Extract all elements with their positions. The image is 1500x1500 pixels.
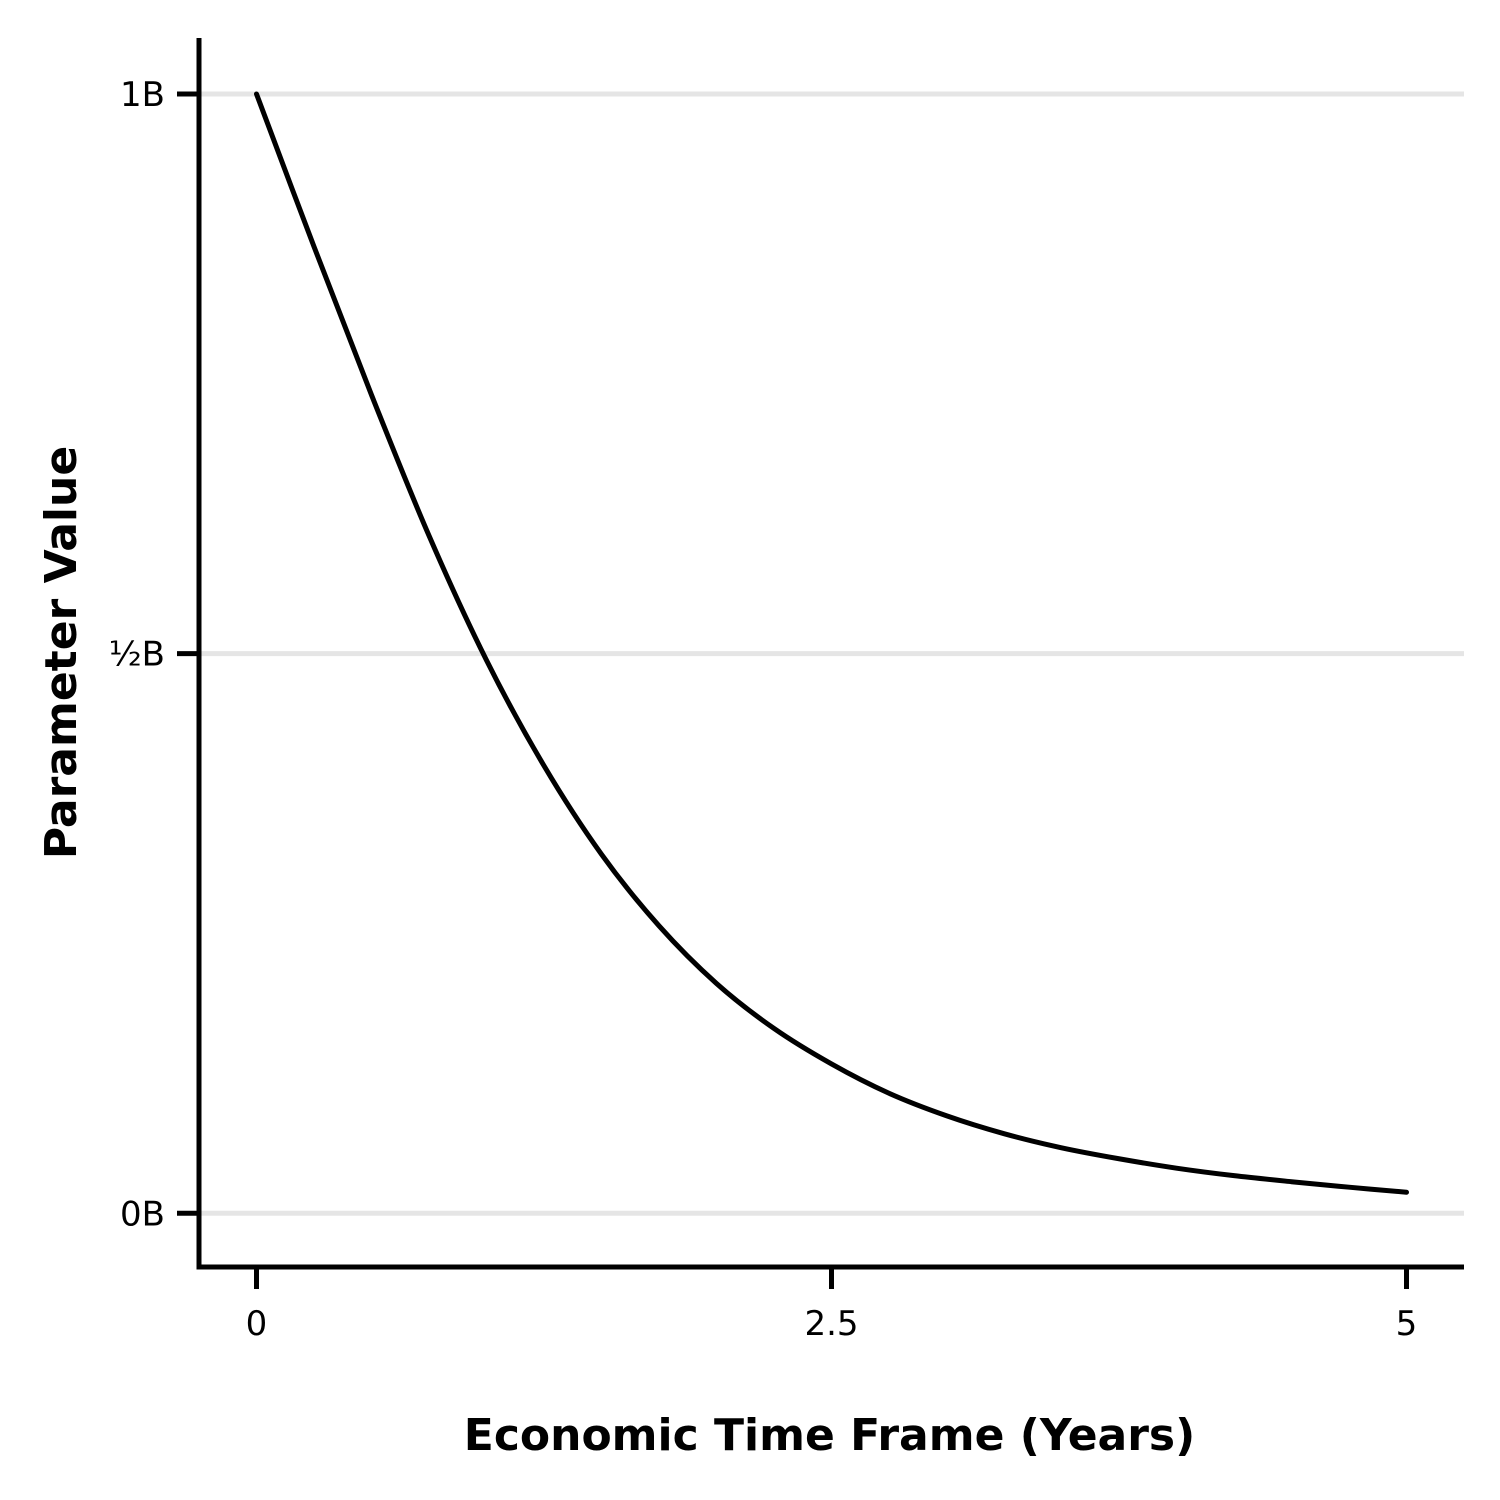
x-ticks: 0 2.5 5 — [246, 1267, 1418, 1344]
y-tick-label-1: ½B — [109, 635, 165, 675]
series-line-0 — [254, 91, 1409, 1195]
y-axis-title: Parameter Value — [36, 446, 87, 859]
x-tick-label-0: 0 — [246, 1304, 268, 1344]
series-layer — [254, 91, 1409, 1195]
y-tick-label-2: 1B — [120, 75, 165, 115]
x-tick-label-2: 5 — [1396, 1304, 1418, 1344]
x-axis-title: Economic Time Frame (Years) — [464, 1410, 1195, 1461]
gridlines — [199, 91, 1464, 1216]
x-tick-label-1: 2.5 — [804, 1304, 858, 1344]
y-ticks: 0B ½B 1B — [109, 75, 199, 1234]
y-tick-label-0: 0B — [120, 1194, 165, 1234]
